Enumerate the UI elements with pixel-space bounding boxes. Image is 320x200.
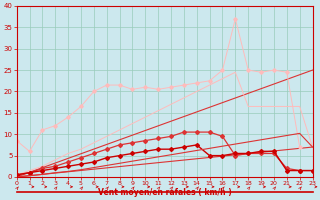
X-axis label: Vent moyen/en rafales ( km/h ): Vent moyen/en rafales ( km/h )	[98, 188, 231, 197]
